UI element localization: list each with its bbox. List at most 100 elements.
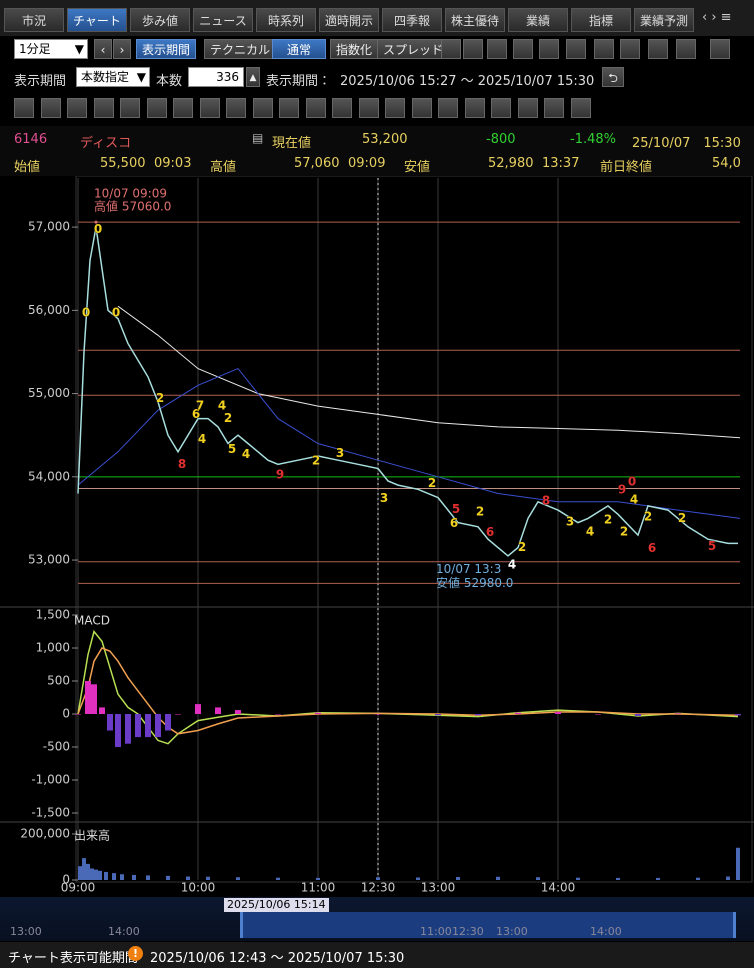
navigator-cursor: 2025/10/06 15:14 — [224, 898, 329, 912]
count-label: 6 — [648, 541, 656, 555]
high: 57,060 — [294, 156, 340, 171]
toolbar-icon[interactable] — [594, 39, 614, 59]
drawing-tool[interactable] — [279, 98, 299, 118]
mode-select[interactable]: 本数指定 ▼ — [76, 67, 150, 87]
drawing-tool[interactable] — [40, 98, 61, 118]
moving-average — [77, 367, 741, 519]
technical-button[interactable]: テクニカル — [204, 39, 277, 59]
count-label: 0 — [112, 305, 120, 319]
y-tick-label: 57,000 — [28, 220, 70, 234]
count-label: 5 — [228, 442, 236, 456]
toolbar-icon[interactable] — [710, 39, 730, 59]
toolbar-icon[interactable] — [487, 39, 507, 59]
toolbar-icon[interactable] — [463, 39, 483, 59]
toolbar-icon[interactable] — [441, 39, 461, 59]
tab[interactable]: 指標 — [571, 8, 631, 32]
interval-select[interactable]: 1分足 ▼ — [14, 39, 88, 59]
count-spinner[interactable]: ▲ — [246, 67, 260, 87]
prev-button[interactable]: ‹ — [94, 39, 112, 59]
footer — [0, 942, 754, 968]
next-button[interactable]: › — [113, 39, 131, 59]
drawing-tool[interactable] — [173, 98, 193, 118]
y-tick-label: -1,000 — [31, 773, 70, 787]
drawing-tool[interactable] — [14, 98, 34, 118]
drawing-tool[interactable] — [67, 98, 87, 118]
y-tick-label: 54,000 — [28, 469, 70, 483]
normal-button[interactable]: 通常 — [272, 39, 326, 59]
tab[interactable]: ニュース — [193, 8, 253, 32]
toolbar-icon[interactable] — [648, 39, 668, 59]
low-date: 10/07 13:3 — [436, 562, 501, 576]
count-label: 2 — [678, 511, 686, 525]
histogram-bar — [145, 714, 151, 738]
drawing-tool[interactable] — [305, 98, 326, 118]
spread-button[interactable]: スプレッド — [377, 39, 450, 59]
x-tick-label: 11:00 — [301, 881, 336, 895]
count-label: 0 — [82, 305, 90, 319]
tab[interactable]: 四季報 — [382, 8, 442, 32]
tab[interactable]: 市況 — [4, 8, 64, 32]
toolbar-icon[interactable] — [620, 39, 640, 59]
histogram-bar — [91, 684, 97, 715]
drawing-tool[interactable] — [464, 98, 485, 118]
footer-label: チャート表示可能期間 — [8, 951, 138, 966]
y-tick-label: -1,500 — [31, 806, 70, 820]
toolbar-icon[interactable] — [539, 39, 559, 59]
tab[interactable]: チャート — [67, 8, 127, 32]
prev: 54,0 — [712, 156, 741, 171]
toolbar-icon[interactable] — [513, 39, 533, 59]
drawing-tool[interactable] — [252, 98, 273, 118]
histogram-bar — [315, 712, 321, 715]
count-label: 2 — [476, 504, 484, 518]
tab[interactable]: 時系列 — [256, 8, 316, 32]
tab-arrows[interactable]: ‹ › ≡ — [702, 10, 732, 25]
count-input[interactable]: 336 — [188, 67, 244, 87]
tab[interactable]: 業績 — [508, 8, 568, 32]
tab[interactable]: 歩み値 — [130, 8, 190, 32]
drawing-tool[interactable] — [199, 98, 220, 118]
drawing-tool[interactable] — [491, 98, 511, 118]
drawing-tool[interactable] — [146, 98, 167, 118]
tab[interactable]: 業績予測 — [634, 8, 694, 32]
histogram-bar — [165, 714, 171, 731]
reset-button[interactable]: ⮌ — [602, 67, 624, 87]
navigator-window[interactable] — [240, 912, 736, 938]
toolbar-icon[interactable] — [676, 39, 696, 59]
drawing-tool[interactable] — [226, 98, 246, 118]
period-button[interactable]: 表示期間 — [136, 39, 197, 59]
count-label: 3 — [566, 514, 574, 528]
code: 6146 — [14, 132, 48, 147]
volume-bar — [78, 866, 82, 880]
drawing-tool[interactable] — [120, 98, 140, 118]
count-label: 4 — [508, 558, 516, 572]
count-label: 4 — [242, 447, 250, 461]
volume-bar — [736, 847, 740, 880]
drawing-tool[interactable] — [93, 98, 114, 118]
volume-bar — [104, 871, 108, 880]
index-button[interactable]: 指数化 — [330, 39, 379, 59]
drawing-tool[interactable] — [411, 98, 432, 118]
drawing-tool[interactable] — [570, 98, 591, 118]
warning-icon: ! — [128, 946, 143, 961]
tab[interactable]: 適時開示 — [319, 8, 379, 32]
drawing-tool[interactable] — [517, 98, 538, 118]
drawing-tool[interactable] — [332, 98, 352, 118]
navigator-tick: 12:30 — [452, 925, 484, 938]
x-tick-label: 09:00 — [61, 881, 96, 895]
drawing-tool[interactable] — [438, 98, 458, 118]
plot-background — [75, 175, 753, 883]
count-label: 本数 — [156, 74, 183, 89]
count-label: 2 — [604, 513, 612, 527]
change-pct: -1.48% — [570, 132, 616, 147]
volume-bar — [536, 877, 540, 880]
drawing-tool[interactable] — [385, 98, 405, 118]
open-time: 09:03 — [154, 156, 192, 171]
drawing-tool[interactable] — [544, 98, 564, 118]
y-tick-label: 56,000 — [28, 303, 70, 317]
tab[interactable]: 株主優待 — [445, 8, 505, 32]
toolbar-icon[interactable] — [566, 39, 586, 59]
navigator-tick: 11:00 — [420, 925, 452, 938]
drawing-tool[interactable] — [358, 98, 379, 118]
histogram-bar — [99, 707, 105, 715]
